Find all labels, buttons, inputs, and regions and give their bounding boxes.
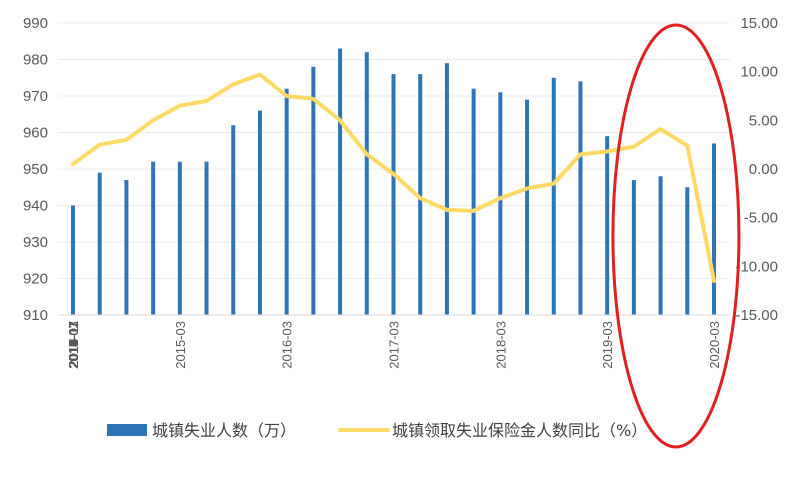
left-tick-label: 960 [23, 125, 48, 142]
right-tick-label: 10.00 [740, 64, 778, 81]
bar [97, 172, 102, 315]
bar [712, 143, 716, 315]
bar-series [71, 48, 716, 316]
bar [311, 66, 316, 315]
bar [471, 88, 476, 315]
legend-bar-label: 城镇失业人数（万） [152, 421, 296, 440]
x-tick-label: 2015-07 [66, 321, 81, 369]
bar [498, 92, 503, 315]
left-tick-label: 920 [23, 271, 48, 288]
bar [124, 179, 129, 315]
x-tick-label: 2016-07 [66, 321, 81, 369]
right-tick-label: -15.00 [735, 307, 778, 324]
x-tick-label: 2017-03 [387, 321, 402, 369]
x-tick-label: 2017-07 [66, 321, 81, 369]
legend-bar-swatch [107, 424, 147, 436]
bar [578, 81, 583, 316]
bar [418, 74, 423, 315]
right-tick-label: -5.00 [744, 210, 778, 227]
x-tick-label: 2016-03 [280, 321, 295, 369]
x-tick-label: 2016-11 [66, 321, 81, 368]
left-tick-label: 930 [23, 234, 48, 251]
right-tick-label: 0.00 [749, 161, 778, 178]
x-tick-label: 2015-03 [173, 321, 188, 369]
x-tick-label: 2019-11 [66, 321, 81, 368]
series-line [71, 72, 716, 283]
x-tick-label: 2014-03 [66, 321, 81, 369]
bar [391, 74, 396, 315]
bar [364, 52, 369, 315]
left-tick-label: 990 [23, 15, 48, 32]
x-tick-label: 2020-03 [707, 321, 722, 369]
bar [284, 88, 289, 315]
x-tick-label: 2018-07 [66, 321, 81, 369]
right-axis: -15.00 -10.00 -5.00 0.00 5.00 10.00 15.00 [735, 15, 778, 324]
x-tick-label: 2017-11 [66, 321, 81, 368]
x-tick-label: 2015-11 [66, 321, 81, 368]
bar [551, 77, 556, 315]
bar [525, 99, 530, 316]
left-tick-label: 970 [23, 88, 48, 105]
left-tick-label: 980 [23, 52, 48, 69]
left-tick-label: 950 [23, 161, 48, 178]
bar [338, 48, 343, 316]
x-tick-label: 2014-11 [66, 321, 81, 368]
bar [257, 110, 262, 315]
right-tick-label: 5.00 [749, 112, 778, 129]
legend: 城镇失业人数（万） 城镇领取失业保险金人数同比（%） [107, 421, 647, 440]
annotation [611, 23, 741, 449]
right-tick-label: 15.00 [740, 15, 778, 32]
x-tick-label: 2019-07 [66, 321, 81, 369]
left-tick-label: 940 [23, 198, 48, 215]
bar [71, 205, 75, 315]
x-tick-label: 2014-07 [66, 321, 81, 369]
left-axis: 910 920 930 940 950 960 970 980 990 [23, 15, 48, 324]
bar [658, 176, 663, 315]
x-tick-label: 2018-11 [66, 321, 81, 368]
bar [444, 63, 449, 316]
bar [605, 136, 610, 315]
x-tick-label: 2018-03 [493, 321, 508, 369]
bar [151, 161, 156, 315]
right-tick-label: -10.00 [735, 258, 778, 275]
x-tick-label: 2019-03 [600, 321, 615, 369]
bar [231, 125, 236, 315]
bar [685, 187, 690, 315]
bar [204, 161, 209, 315]
legend-line-label: 城镇领取失业保险金人数同比（%） [392, 421, 647, 440]
bar [177, 161, 182, 315]
annotation-ellipse [611, 23, 741, 449]
bar [631, 179, 636, 315]
line-series [71, 72, 716, 283]
left-tick-label: 910 [23, 307, 48, 324]
